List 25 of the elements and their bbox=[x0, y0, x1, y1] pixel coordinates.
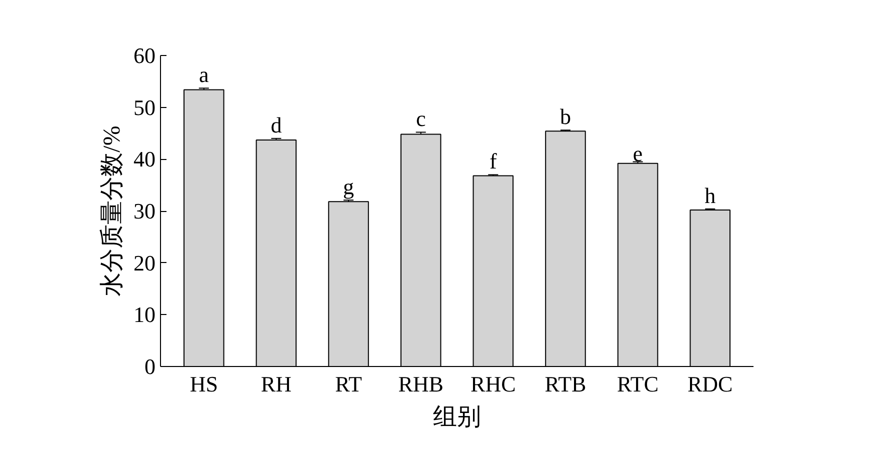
y-tick-label: 20 bbox=[134, 250, 156, 276]
annotation: a bbox=[199, 62, 210, 88]
annotation: h bbox=[704, 182, 716, 208]
x-tick-label: RT bbox=[335, 372, 362, 396]
y-tick-label: 40 bbox=[134, 146, 156, 172]
annotation: b bbox=[560, 104, 571, 130]
y-tick-label: 60 bbox=[134, 43, 156, 68]
x-tick-label: RTB bbox=[544, 372, 586, 396]
x-tick-label: RDC bbox=[687, 372, 733, 396]
y-tick-label: 50 bbox=[134, 94, 156, 120]
annotation: c bbox=[416, 106, 426, 132]
x-tick-label: RTC bbox=[617, 372, 659, 396]
annotation: f bbox=[489, 148, 498, 174]
x-axis-title: 组别 bbox=[433, 404, 481, 430]
annotation: e bbox=[632, 140, 643, 166]
y-axis-title: 水分质量分数/% bbox=[100, 126, 126, 296]
y-tick-label: 30 bbox=[134, 198, 156, 224]
y-tick-label: 0 bbox=[144, 354, 156, 379]
annotation: d bbox=[270, 112, 282, 138]
x-tick-label: RHB bbox=[398, 372, 444, 396]
y-tick-label: 10 bbox=[134, 302, 156, 328]
annotation: g bbox=[343, 174, 354, 200]
x-tick-label: RHC bbox=[470, 372, 516, 396]
x-tick-label: RH bbox=[260, 372, 292, 396]
x-tick-label: HS bbox=[190, 372, 218, 396]
